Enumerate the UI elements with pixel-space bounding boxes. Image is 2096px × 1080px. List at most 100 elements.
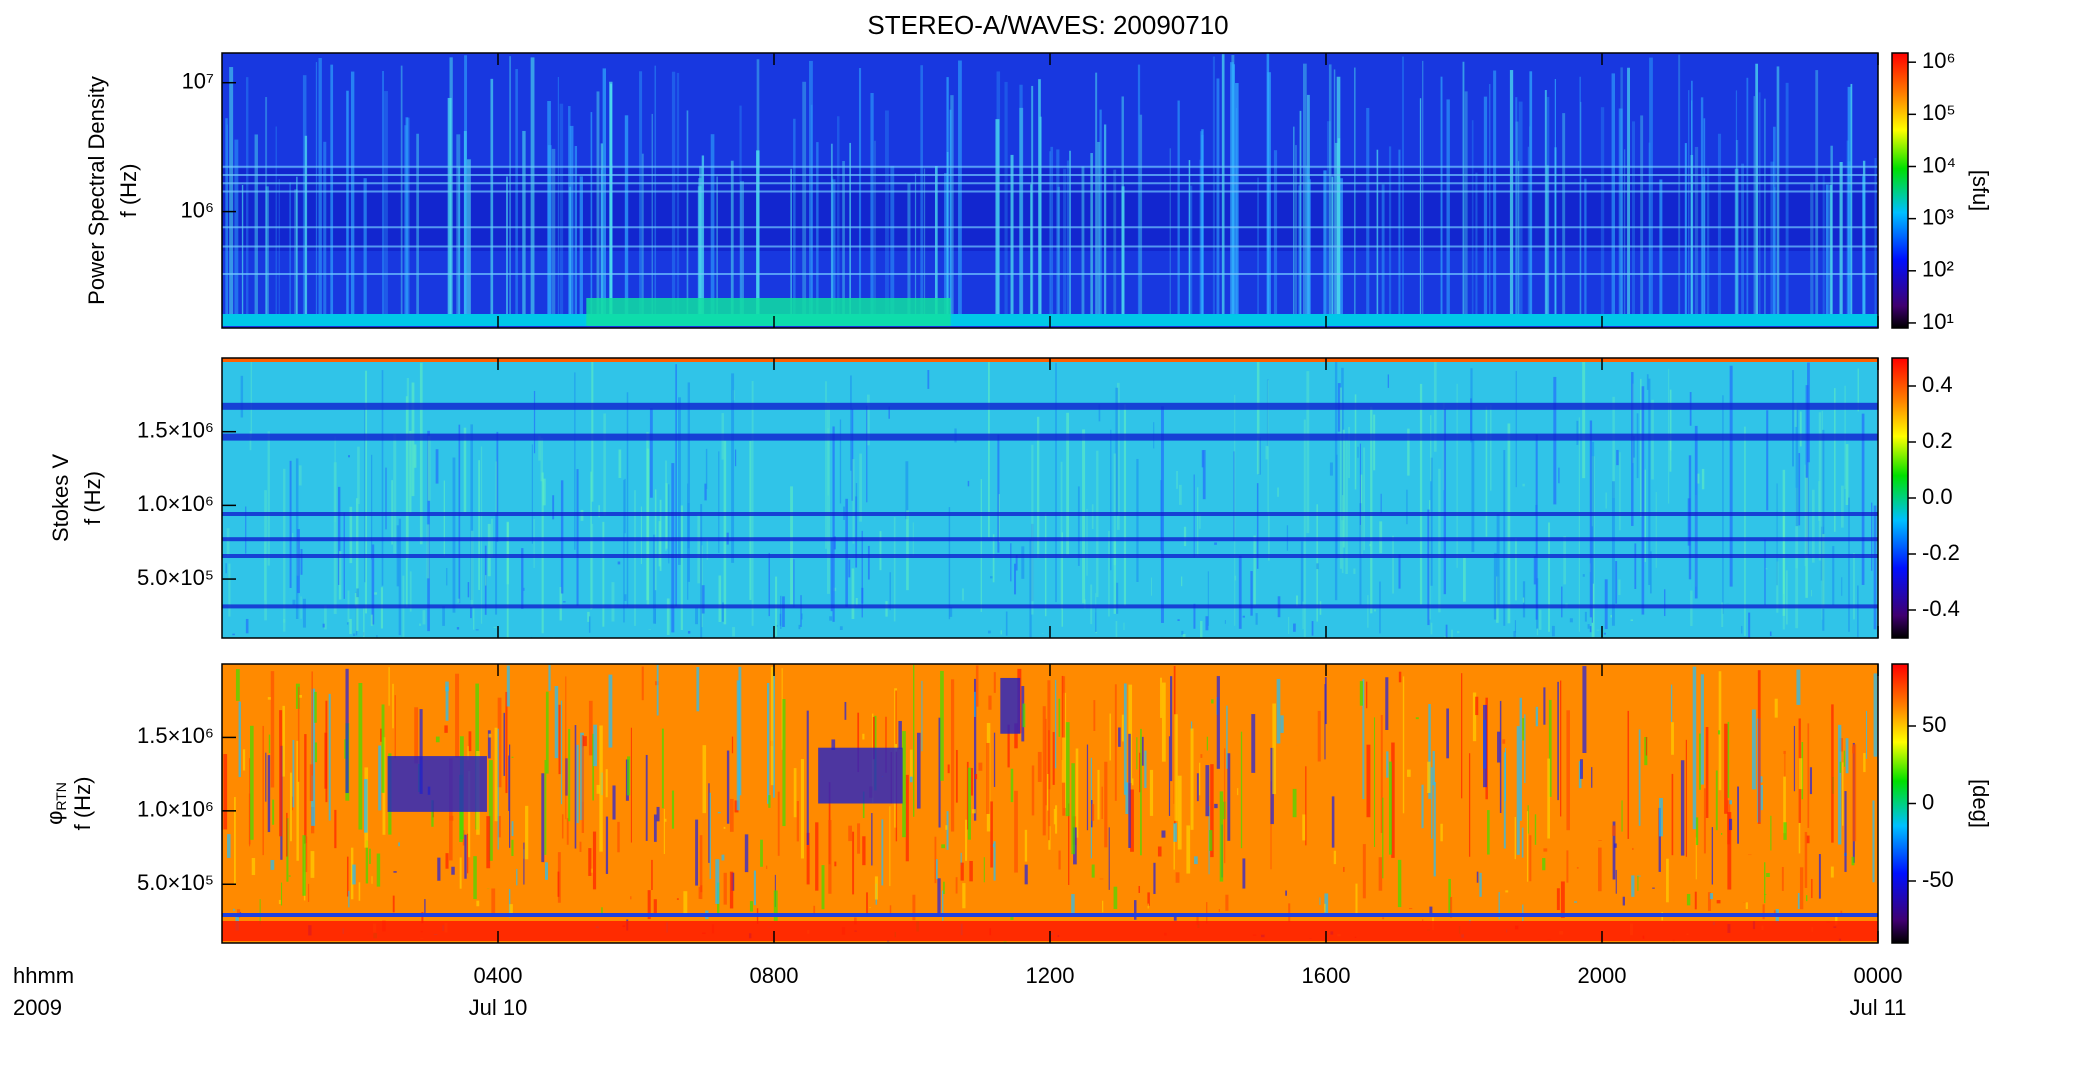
spectrogram-streak — [1179, 484, 1182, 505]
spectrogram-streak — [1464, 91, 1468, 318]
spectrogram-streak — [1556, 888, 1560, 911]
spectrogram-streak — [347, 455, 350, 458]
spectrogram-streak — [568, 106, 571, 318]
spectrogram-streak — [934, 166, 938, 318]
spectrogram-streak — [602, 521, 605, 627]
spectrogram-streak — [1640, 378, 1642, 517]
spectrogram-streak — [1221, 54, 1225, 318]
spectrogram-streak — [314, 691, 317, 723]
spectrogram-streak — [1095, 72, 1098, 318]
spectrogram-streak — [1153, 862, 1156, 894]
spectrogram-streak — [1488, 84, 1491, 319]
date-label: Jul 10 — [469, 995, 528, 1020]
spectrogram-streak — [1169, 148, 1171, 318]
spectrogram-streak — [1354, 394, 1357, 490]
spectrogram-streak — [668, 484, 670, 564]
spectrogram-streak — [1270, 747, 1274, 825]
spectrogram-streak — [1655, 492, 1657, 568]
spectrogram-streak — [345, 668, 349, 794]
spectrogram-streak — [885, 601, 888, 617]
spectrogram-streak — [1830, 866, 1834, 878]
spectrogram-line — [222, 512, 1878, 516]
spectrogram-streak — [1598, 840, 1602, 841]
spectrogram-streak — [1200, 621, 1203, 638]
spectrogram-streak — [1499, 700, 1502, 813]
spectrogram-streak — [1614, 843, 1617, 848]
spectrogram-streak — [464, 834, 467, 879]
spectrogram-streak — [739, 105, 742, 318]
spectrogram-streak — [708, 783, 710, 863]
spectrogram-streak — [1373, 414, 1376, 471]
spectrogram-streak — [1847, 86, 1852, 318]
y-axis-label: Power Spectral Density — [84, 76, 109, 305]
spectrogram-streak — [1177, 100, 1180, 319]
spectrogram-streak — [398, 842, 400, 847]
spectrogram-streak — [226, 124, 229, 318]
spectrogram-streak — [729, 798, 734, 832]
spectrogram-streak — [935, 859, 938, 880]
spectrogram-streak — [1319, 897, 1321, 905]
spectrogram-streak — [1805, 895, 1808, 902]
spectrogram-streak — [1684, 143, 1687, 318]
spectrogram-streak — [768, 795, 771, 808]
spectrogram-line — [222, 273, 1878, 275]
spectrogram-streak — [1798, 453, 1801, 526]
spectrogram-streak — [859, 453, 862, 522]
spectrogram-streak — [1637, 875, 1641, 877]
colorbar-tick-label: -50 — [1922, 867, 1954, 892]
spectrogram-streak — [715, 859, 720, 904]
spectrogram-streak — [1832, 546, 1835, 605]
spectrogram-block — [818, 747, 903, 804]
spectrogram-streak — [967, 767, 971, 840]
spectrogram-streak — [485, 575, 487, 586]
spectrogram-streak — [1303, 419, 1306, 638]
spectrogram-streak — [1542, 858, 1546, 871]
spectrogram-streak — [1176, 470, 1178, 489]
spectrogram-streak — [459, 857, 462, 889]
spectrogram-streak — [1611, 825, 1616, 836]
spectrogram-streak — [753, 870, 756, 906]
spectrogram-streak — [862, 836, 866, 866]
spectrogram-streak — [1818, 412, 1822, 561]
spectrogram-streak — [1845, 738, 1849, 774]
spectrogram-streak — [1503, 752, 1506, 849]
spectrogram-streak — [605, 816, 609, 874]
spectrogram-streak — [1773, 910, 1778, 914]
spectrogram-streak — [1671, 773, 1674, 856]
spectrogram-streak — [488, 760, 493, 861]
spectrogram-streak — [1421, 784, 1424, 829]
spectrogram-streak — [1104, 761, 1108, 848]
spectrogram-streak — [1522, 718, 1525, 741]
y-axis-label: Stokes V — [48, 454, 73, 542]
spectrogram-streak — [541, 773, 545, 863]
spectrogram-streak — [1769, 631, 1772, 636]
spectrogram-streak — [1186, 825, 1191, 874]
spectrogram-streak — [1343, 866, 1345, 872]
spectrogram-streak — [245, 618, 249, 634]
spectrogram-streak — [1850, 83, 1853, 318]
spectrogram-streak — [1548, 522, 1551, 632]
spectrogram-streak — [1030, 184, 1032, 318]
spectrogram-streak — [699, 835, 703, 900]
spectrogram-streak — [1339, 178, 1343, 318]
spectrogram-streak — [1121, 186, 1125, 318]
spectrogram-streak — [1664, 589, 1666, 617]
spectrogram-streak — [541, 472, 544, 634]
spectrogram-streak — [1809, 767, 1813, 795]
spectrogram-streak — [349, 618, 352, 634]
spectrogram-streak — [302, 75, 307, 318]
spectrogram-streak — [1161, 682, 1166, 762]
spectrogram-streak — [1640, 115, 1644, 318]
spectrogram-streak — [1857, 368, 1859, 412]
spectrogram-streak — [848, 559, 851, 578]
spectrogram-streak — [1680, 760, 1685, 856]
spectrogram-streak — [861, 530, 863, 618]
spectrogram-streak — [1210, 764, 1214, 858]
spectrogram-streak — [790, 168, 792, 318]
spectrogram-streak — [1370, 406, 1373, 614]
spectrogram-streak — [909, 749, 913, 777]
spectrogram-streak — [228, 563, 231, 617]
spectrogram-streak — [1307, 179, 1311, 318]
spectrogram-streak — [1019, 84, 1023, 318]
spectrogram-streak — [912, 894, 916, 921]
